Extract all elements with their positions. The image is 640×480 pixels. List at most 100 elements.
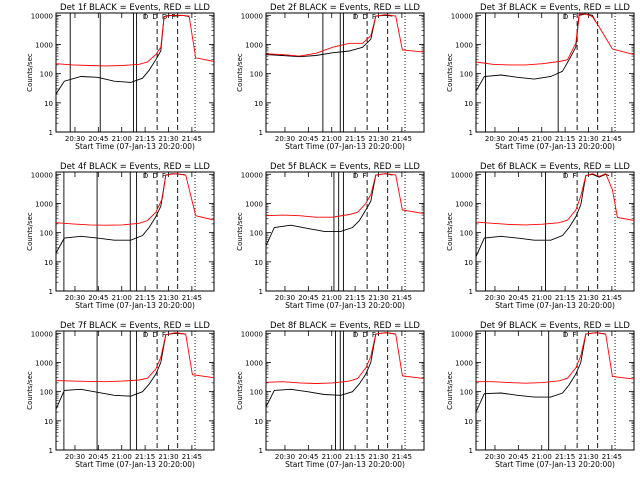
annotation-letter: D <box>143 13 148 21</box>
plot-frame <box>475 12 635 133</box>
y-tick-label: 10000 <box>241 12 263 20</box>
x-tick-label: 20:45 <box>298 135 318 143</box>
panel-title: Det 7f BLACK = Events, RED = LLD <box>60 321 210 331</box>
y-tick-label: 100 <box>250 230 263 238</box>
detector-panel-9: Det 9f BLACK = Events, RED = LLD 1 10 100 10… <box>446 321 635 469</box>
x-tick-label: 21:00 <box>322 135 342 143</box>
y-tick-label: 100 <box>460 230 473 238</box>
annotation-letter: D <box>563 172 568 180</box>
annotation-letter: D <box>563 331 568 339</box>
y-tick-label: 100 <box>460 389 473 397</box>
x-tick-label: 20:30 <box>275 453 295 461</box>
x-tick-label: 21:15 <box>345 453 365 461</box>
x-tick-label: 21:15 <box>555 135 575 143</box>
y-tick-label: 10000 <box>451 330 473 338</box>
x-tick-label: 21:15 <box>135 135 155 143</box>
x-tick-label: 20:45 <box>298 453 318 461</box>
x-tick-label: 20:45 <box>298 294 318 302</box>
x-tick-label: 20:45 <box>508 135 528 143</box>
y-tick-label: 100 <box>250 71 263 79</box>
y-axis-label: Counts/sec <box>26 212 34 251</box>
y-tick-label: 1 <box>259 447 263 455</box>
panel-title: Det 9f BLACK = Events, RED = LLD <box>480 321 630 331</box>
series-lld-line <box>55 332 215 383</box>
x-tick-label: 21:30 <box>158 453 178 461</box>
detector-panel-4: Det 4f BLACK = Events, RED = LLD 1 10 100 10… <box>26 162 215 310</box>
x-tick-label: 21:15 <box>135 294 155 302</box>
panel-title: Det 6f BLACK = Events, RED = LLD <box>480 162 630 172</box>
plot-frame <box>265 12 425 133</box>
y-tick-label: 10 <box>44 259 53 267</box>
x-tick-label: 21:00 <box>112 135 132 143</box>
x-tick-label: 20:30 <box>275 294 295 302</box>
x-axis-label: Start Time (07-Jan-13 20:20:00) <box>75 460 195 469</box>
y-axis-label: Counts/sec <box>446 371 454 410</box>
y-axis-label: Counts/sec <box>236 371 244 410</box>
series-lld-line <box>55 14 215 67</box>
annotation-letter: D <box>353 13 358 21</box>
y-tick-label: 1 <box>469 129 473 137</box>
annotation-letter: D <box>353 172 358 180</box>
x-tick-label: 20:30 <box>485 294 505 302</box>
annotation-letter: F <box>171 13 175 21</box>
x-tick-label: 21:30 <box>158 135 178 143</box>
y-tick-label: 1 <box>469 447 473 455</box>
y-tick-label: 10 <box>44 100 53 108</box>
x-tick-label: 21:00 <box>322 294 342 302</box>
x-tick-label: 21:00 <box>532 294 552 302</box>
y-axis-label: Counts/sec <box>236 212 244 251</box>
series-lld-line <box>265 173 425 218</box>
x-tick-label: 21:00 <box>112 453 132 461</box>
y-tick-label: 1000 <box>455 41 473 49</box>
series-lld-line <box>55 173 215 226</box>
annotation-letter: F <box>372 13 376 21</box>
x-tick-label: 21:00 <box>532 135 552 143</box>
annotation-letter: D <box>162 13 167 21</box>
annotation-letter: F <box>162 172 166 180</box>
plot-frame <box>55 12 215 133</box>
y-tick-label: 1000 <box>245 41 263 49</box>
y-tick-label: 1000 <box>245 200 263 208</box>
annotation-letter: F <box>572 13 576 21</box>
y-tick-label: 1000 <box>35 200 53 208</box>
annotation-letter: F <box>572 331 576 339</box>
x-tick-label: 21:45 <box>392 453 412 461</box>
annotation-letter: D <box>143 172 148 180</box>
y-tick-label: 10000 <box>31 330 53 338</box>
x-tick-label: 20:45 <box>508 453 528 461</box>
x-tick-label: 20:30 <box>485 453 505 461</box>
y-tick-label: 1 <box>49 447 53 455</box>
detector-panel-1: Det 1f BLACK = Events, RED = LLD 1 10 100 10… <box>26 3 215 151</box>
x-tick-label: 21:15 <box>345 135 365 143</box>
x-tick-label: 20:30 <box>65 453 85 461</box>
x-tick-label: 21:45 <box>392 294 412 302</box>
y-axis-label: Counts/sec <box>26 371 34 410</box>
x-tick-label: 21:45 <box>182 294 202 302</box>
y-tick-label: 10000 <box>451 12 473 20</box>
x-tick-label: 20:30 <box>65 135 85 143</box>
y-axis-label: Counts/sec <box>446 212 454 251</box>
series-lld-line <box>265 332 425 384</box>
series-events-line <box>475 173 610 257</box>
y-tick-label: 10000 <box>241 330 263 338</box>
detector-panel-3: Det 3f BLACK = Events, RED = LLD 1 10 100 10… <box>446 3 635 151</box>
x-tick-label: 20:45 <box>88 135 108 143</box>
x-tick-label: 21:30 <box>578 294 598 302</box>
y-tick-label: 10 <box>254 100 263 108</box>
x-tick-label: 20:45 <box>508 294 528 302</box>
x-tick-label: 20:30 <box>485 135 505 143</box>
y-tick-label: 100 <box>460 71 473 79</box>
annotation-letter: F <box>362 172 366 180</box>
detector-panel-5: Det 5f BLACK = Events, RED = LLD 1 10 100 10… <box>236 162 425 310</box>
plot-frame <box>55 171 215 292</box>
x-axis-label: Start Time (07-Jan-13 20:20:00) <box>285 142 405 151</box>
y-tick-label: 100 <box>40 230 53 238</box>
series-lld-line <box>476 332 635 384</box>
detector-panel-7: Det 7f BLACK = Events, RED = LLD 1 10 100 10… <box>26 321 215 469</box>
detector-panel-2: Det 2f BLACK = Events, RED = LLD 1 10 100 10… <box>236 3 425 151</box>
y-tick-label: 10 <box>254 418 263 426</box>
y-tick-label: 10 <box>464 418 473 426</box>
y-axis-label: Counts/sec <box>236 53 244 92</box>
series-lld-line <box>475 173 635 226</box>
y-tick-label: 1 <box>49 129 53 137</box>
